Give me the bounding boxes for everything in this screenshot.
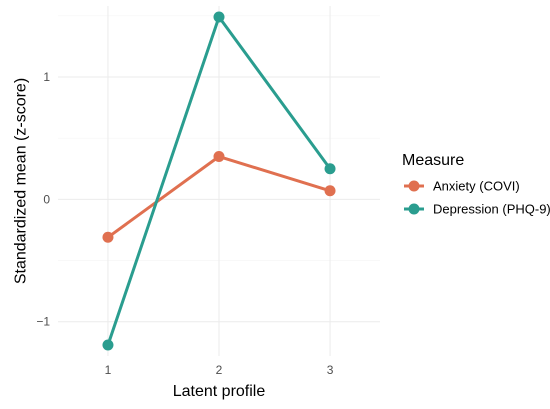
tick-labels: −1 0 1 1 2 3 [36,70,333,377]
data-point [324,185,336,197]
legend-label: Depression (PHQ-9) [433,202,550,217]
series-1 [102,151,336,243]
legend-item: Anxiety (COVI) [404,179,520,194]
series-layer [102,11,336,351]
data-point [102,231,114,243]
data-point [213,151,225,163]
x-tick-label: 1 [105,363,112,377]
y-tick-label: 0 [43,192,50,206]
y-tick-label: 1 [43,70,50,84]
y-tick-label: −1 [36,315,50,329]
data-point [102,339,114,351]
legend-key-point [408,180,420,192]
series-2 [102,11,336,351]
y-axis-title: Standardized mean (z-score) [13,78,30,284]
legend-items: Anxiety (COVI) Depression (PHQ-9) [404,179,550,217]
legend-key-point [408,203,420,215]
grid [58,6,380,356]
legend-item: Depression (PHQ-9) [404,202,550,217]
x-tick-label: 2 [216,363,223,377]
legend: Measure Anxiety (COVI) Depression (PHQ-9) [402,152,550,217]
legend-label: Anxiety (COVI) [433,179,520,194]
data-point [324,163,336,175]
data-point [213,11,225,23]
legend-title: Measure [402,152,464,169]
x-axis-title: Latent profile [173,383,266,400]
x-tick-label: 3 [327,363,334,377]
